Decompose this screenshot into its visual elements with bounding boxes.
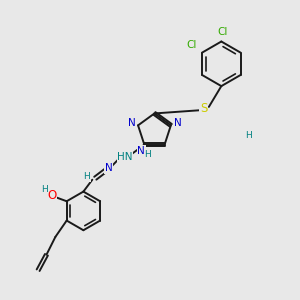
Text: Cl: Cl [186, 40, 197, 50]
Text: H: H [41, 185, 48, 194]
Text: H: H [84, 172, 90, 181]
Text: O: O [47, 189, 56, 203]
Text: S: S [200, 102, 207, 115]
Text: N: N [173, 118, 181, 128]
Text: N: N [128, 118, 135, 128]
Text: Cl: Cl [218, 27, 228, 37]
Text: N: N [105, 164, 112, 173]
Text: H: H [245, 130, 251, 140]
Text: H: H [145, 150, 151, 159]
Text: HN: HN [117, 152, 133, 161]
Text: N: N [137, 146, 145, 156]
